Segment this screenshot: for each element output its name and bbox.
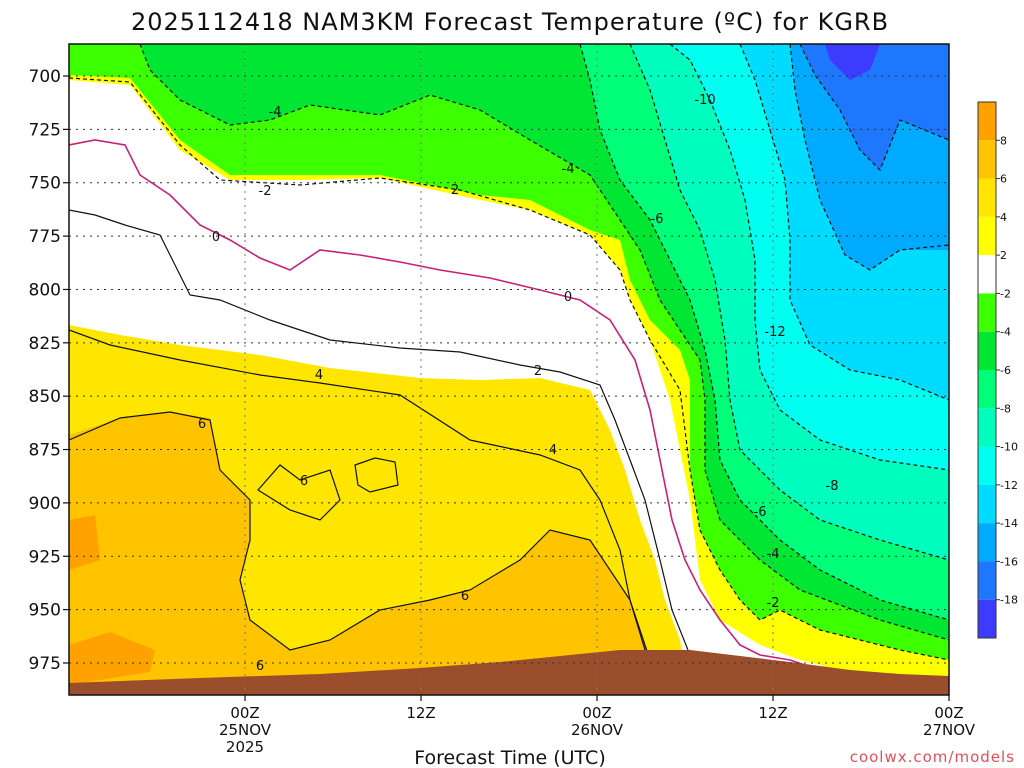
colorbar-label: -2 xyxy=(1000,287,1011,300)
x-tick-label: 25NOV xyxy=(219,721,272,739)
contour-plus6-island-2 xyxy=(354,457,399,493)
contour-minus4 xyxy=(139,44,949,641)
colorbar-label: -12 xyxy=(1000,479,1018,492)
contour-label: -2 xyxy=(767,596,780,611)
band-plus6-orange xyxy=(69,412,660,695)
contour-minus10 xyxy=(669,44,949,471)
y-tick-label: 925 xyxy=(29,547,61,567)
x-tick-label: 27NOV xyxy=(923,721,976,739)
contour-label: -12 xyxy=(764,325,785,340)
x-tick-label: 2025 xyxy=(226,738,264,756)
contour-label: 0 xyxy=(212,230,220,245)
chart-title: 2025112418 NAM3KM Forecast Temperature (… xyxy=(131,8,889,36)
colorbar-swatch xyxy=(978,599,996,638)
band-minus18-blue xyxy=(800,44,949,170)
x-axis-title: Forecast Time (UTC) xyxy=(414,747,605,768)
y-tick-label: 775 xyxy=(29,227,61,247)
colorbar-swatch xyxy=(978,523,996,562)
contour-label: -4 xyxy=(562,162,575,177)
contour-minus12 xyxy=(739,44,949,401)
colorbar-swatch xyxy=(978,216,996,256)
contour-minus14 xyxy=(789,44,949,271)
x-tick-label: 00Z xyxy=(582,704,611,722)
band-minus20-blue xyxy=(825,44,880,80)
contour-label: 4 xyxy=(549,443,557,458)
contour-zero xyxy=(69,139,821,671)
colorbar-swatch xyxy=(978,561,996,600)
contour-label-group: -4 -2 0 -10 -4 -6 2 0 -12 4 2 6 4 6 -8 -6 6 -4 -2 6 xyxy=(198,93,839,674)
ground-surface xyxy=(69,650,949,695)
contour-label: 0 xyxy=(564,290,572,305)
y-tick-label: 900 xyxy=(29,494,61,514)
contour-label: 6 xyxy=(461,589,469,604)
contour-label: 2 xyxy=(534,364,542,379)
colorbar-swatch xyxy=(978,484,996,524)
colorbar-label: -6 xyxy=(1000,364,1011,377)
y-tick-label: 825 xyxy=(29,334,61,354)
contour-minus16 xyxy=(799,44,949,172)
y-tick-label: 975 xyxy=(29,654,61,674)
band-plus8-orange xyxy=(69,515,155,685)
colorbar-swatch xyxy=(978,331,996,370)
contour-label: -8 xyxy=(826,479,839,494)
x-tick-label: 12Z xyxy=(406,704,435,722)
colorbar-swatch xyxy=(978,178,996,217)
colorbar-label: -10 xyxy=(1000,441,1018,454)
y-tick-label: 850 xyxy=(29,387,61,407)
contour-label: 6 xyxy=(300,474,308,489)
colorbar-label: -4 xyxy=(1000,326,1011,339)
contour-label: -6 xyxy=(651,212,664,227)
x-tick-label: 12Z xyxy=(758,704,787,722)
colorbar-swatch xyxy=(978,370,996,409)
colorbar-label: -18 xyxy=(1000,594,1018,607)
plot-area: -4 -2 0 -10 -4 -6 2 0 -12 4 2 6 4 6 -8 -6 6 -4 -2 6 xyxy=(69,44,949,695)
contour-plus2 xyxy=(69,209,689,651)
x-tick-label: 00Z xyxy=(934,704,963,722)
credit-text[interactable]: coolwx.com/models xyxy=(850,748,1015,766)
contour-label: -10 xyxy=(694,93,715,108)
contour-label: -4 xyxy=(269,105,282,120)
colorbar-swatch xyxy=(978,446,996,485)
colorbar: 8 6 4 2 -2 -4 -6 -8 -10 -12 -14 -16 -18 xyxy=(977,101,1018,639)
colorbar-label: 2 xyxy=(1000,249,1007,262)
contour-label: 2 xyxy=(451,183,459,198)
contour-label: -4 xyxy=(767,547,780,562)
colorbar-label: -8 xyxy=(1000,402,1011,415)
contour-label: -6 xyxy=(754,505,767,520)
colorbar-label: 6 xyxy=(1000,173,1007,186)
contour-label: 6 xyxy=(198,417,206,432)
y-tick-label: 875 xyxy=(29,441,61,461)
colorbar-label: -14 xyxy=(1000,517,1018,530)
contour-minus6 xyxy=(579,44,949,621)
colorbar-swatch xyxy=(978,102,996,141)
y-tick-label: 950 xyxy=(29,601,61,621)
colorbar-swatch xyxy=(978,293,996,332)
y-tick-label: 750 xyxy=(29,174,61,194)
colorbar-label: 4 xyxy=(1000,211,1007,224)
band-minus2-white xyxy=(69,80,949,695)
colorbar-label: 8 xyxy=(1000,134,1007,147)
contour-plus4 xyxy=(69,329,646,651)
contour-label: -2 xyxy=(259,184,272,199)
x-tick-label: 00Z xyxy=(230,704,259,722)
y-tick-label: 725 xyxy=(29,120,61,140)
y-tick-label: 800 xyxy=(29,280,61,300)
x-tick-label: 26NOV xyxy=(571,721,624,739)
colorbar-swatch xyxy=(978,255,996,294)
contour-plus6-island xyxy=(257,464,341,521)
contour-label: 4 xyxy=(315,368,323,383)
contour-plus6 xyxy=(69,411,651,661)
y-axis: 700 725 750 775 800 825 850 875 900 925 950 975 xyxy=(29,67,69,674)
contour-lines xyxy=(69,44,949,671)
y-tick-label: 700 xyxy=(29,67,61,87)
plot-frame xyxy=(68,43,950,696)
colorbar-label: -16 xyxy=(1000,555,1018,568)
contour-label: 6 xyxy=(256,659,264,674)
colorbar-swatch xyxy=(978,408,996,447)
colorbar-swatch xyxy=(978,140,996,179)
